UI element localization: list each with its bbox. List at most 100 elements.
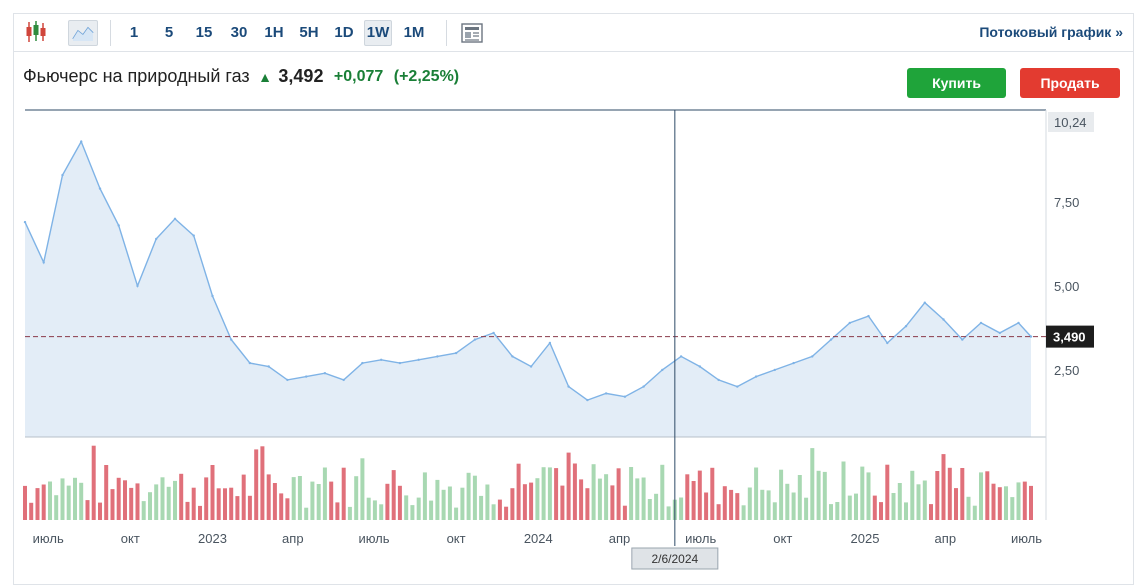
price-point <box>548 341 552 345</box>
volume-bar <box>647 499 652 520</box>
volume-bar <box>522 484 527 520</box>
volume-bar <box>210 465 215 520</box>
x-tick-label: окт <box>121 531 140 546</box>
price-point <box>117 224 120 227</box>
interval-1h[interactable]: 1H <box>264 24 284 41</box>
volume-bar <box>922 480 927 520</box>
volume-bar <box>1010 497 1015 520</box>
volume-bar <box>123 480 127 520</box>
volume-bar <box>235 496 240 520</box>
volume-bar <box>422 472 427 520</box>
volume-bar <box>854 493 858 520</box>
price-point <box>436 355 439 358</box>
price-point <box>267 365 270 368</box>
price-point <box>80 140 83 143</box>
volume-bar <box>29 502 34 520</box>
volume-bar <box>110 489 115 520</box>
volume-bar <box>797 475 802 520</box>
price-point <box>792 361 795 365</box>
y-tick-label: 5,00 <box>1054 279 1079 294</box>
news-icon[interactable] <box>459 20 485 46</box>
volume-bar <box>510 488 515 520</box>
interval-30[interactable]: 30 <box>230 24 248 41</box>
volume-bar <box>98 502 102 520</box>
price-point <box>286 378 289 382</box>
volume-bar <box>260 446 265 520</box>
interval-1[interactable]: 1 <box>129 24 139 41</box>
volume-bar <box>816 470 821 520</box>
volume-bar <box>148 492 152 520</box>
volume-bar <box>366 497 371 520</box>
price-point <box>979 321 983 325</box>
volume-bar <box>354 476 359 520</box>
price-change: +0,077 <box>333 67 384 85</box>
volume-bar <box>897 483 902 520</box>
interval-15[interactable]: 15 <box>195 24 213 41</box>
volume-bar <box>316 484 321 520</box>
interval-1w[interactable]: 1W <box>364 20 392 46</box>
interval-5[interactable]: 5 <box>164 24 174 41</box>
price-point <box>811 355 814 358</box>
volume-bar <box>779 469 784 520</box>
x-tick-label: 2025 <box>851 531 880 546</box>
price-point <box>192 234 195 237</box>
volume-bar <box>297 476 302 520</box>
volume-bar <box>404 495 409 520</box>
volume-bar <box>48 481 52 520</box>
sell-button[interactable]: Продать <box>1020 68 1120 98</box>
volume-bar <box>1016 482 1021 520</box>
candlestick-icon[interactable] <box>22 20 50 46</box>
x-tick-label: апр <box>282 531 304 546</box>
volume-bar <box>954 488 958 520</box>
volume-bar <box>254 449 259 520</box>
price-point <box>736 385 739 388</box>
volume-bar <box>410 505 415 520</box>
chart-toolbar: 1 5 15 30 1H 5H 1D 1W 1M Потоковый графи… <box>13 13 1134 51</box>
volume-bar <box>322 467 327 520</box>
volume-bar <box>397 485 402 520</box>
price-point <box>492 331 495 335</box>
price-point <box>529 365 533 368</box>
volume-bar <box>885 464 890 520</box>
volume-bar <box>216 488 221 520</box>
last-price: 3,492 <box>278 66 324 86</box>
x-tick-label: апр <box>935 531 957 546</box>
price-point <box>867 314 870 318</box>
volume-bar <box>860 466 865 520</box>
instrument-name: Фьючерс на природный газ <box>23 66 250 86</box>
volume-bar <box>941 454 946 520</box>
volume-bar <box>116 477 121 520</box>
price-point <box>98 187 102 190</box>
price-point <box>923 301 926 304</box>
interval-1d[interactable]: 1D <box>334 24 354 41</box>
volume-bar <box>666 506 671 520</box>
volume-bar <box>910 470 915 520</box>
price-point <box>473 338 477 341</box>
volume-bar <box>547 467 552 520</box>
volume-bar <box>479 495 484 520</box>
volume-bar <box>154 484 159 520</box>
volume-bar <box>879 502 883 520</box>
price-point <box>361 361 364 365</box>
volume-bar <box>529 482 534 520</box>
volume-bar <box>35 488 40 520</box>
interval-5h[interactable]: 5H <box>299 24 319 41</box>
volume-bar <box>804 497 809 520</box>
area-chart-icon[interactable] <box>68 20 98 46</box>
x-tick-label: апр <box>609 531 631 546</box>
price-point <box>698 365 701 368</box>
volume-bar <box>285 498 290 520</box>
volume-bar <box>754 467 759 520</box>
volume-bar <box>691 481 696 520</box>
volume-bar <box>604 474 609 520</box>
volume-bar <box>460 487 465 520</box>
streaming-chart-link[interactable]: Потоковый график » <box>979 24 1123 40</box>
price-point <box>942 318 945 321</box>
buy-button[interactable]: Купить <box>907 68 1006 98</box>
volume-bar <box>947 467 952 520</box>
interval-1m[interactable]: 1M <box>403 24 425 41</box>
volume-bar <box>866 472 871 520</box>
volume-bar <box>572 463 577 520</box>
volume-bar <box>66 485 71 520</box>
